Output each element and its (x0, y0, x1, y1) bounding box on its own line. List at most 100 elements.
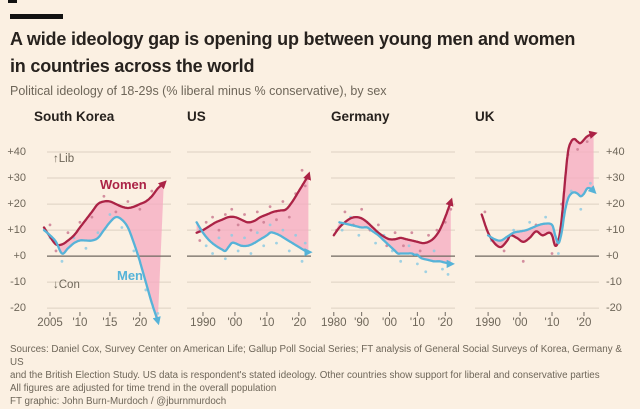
scatter-dot-women (48, 223, 52, 227)
panel-plot-germany (331, 151, 455, 316)
x-tick-label: '20 (437, 317, 453, 329)
scatter-dot-men (120, 226, 124, 229)
y-axis-left: +40 +30 +20 +10 +0 -10 -20 (0, 126, 26, 329)
x-tick-label: 1980 (320, 317, 347, 329)
footer-credit: FT graphic: John Burn-Murdoch / @jburnmu… (10, 395, 227, 407)
scatter-dot-women (585, 140, 589, 144)
scatter-dot-men (528, 220, 532, 224)
scatter-dot-men (588, 181, 592, 185)
scatter-dot-women (402, 244, 405, 248)
scatter-dot-women (262, 220, 266, 224)
gap-fill (333, 201, 451, 264)
con-annotation: ↓Con (53, 279, 80, 291)
line-men (486, 185, 597, 245)
scatter-dot-men (96, 231, 100, 235)
scatter-dot-men (132, 249, 136, 253)
scatter-dot-women (343, 210, 347, 214)
panel-title-us: US (187, 109, 206, 124)
scatter-dot-men (300, 259, 304, 263)
y-tick-label: -20 (10, 302, 26, 315)
line-women (480, 130, 598, 249)
x-tick-label: '10 (409, 317, 425, 329)
scatter-dot-women (66, 231, 70, 235)
headline-rule (10, 14, 63, 19)
scatter-dot-women (435, 228, 439, 232)
scatter-dot-men (446, 272, 450, 276)
top-crop-mark (8, 0, 17, 3)
line-women (332, 197, 454, 245)
scatter-dot-women (303, 184, 307, 188)
footer: Sources: Daniel Cox, Survey Center on Am… (10, 344, 634, 409)
scatter-dot-men (211, 252, 214, 255)
scatter-dot-women (90, 215, 94, 219)
scatter-dot-men (374, 241, 377, 245)
scatter-dot-women (150, 189, 154, 193)
scatter-dot-women (243, 213, 246, 216)
scatter-dot-men (217, 236, 221, 240)
y-tick-label: +40 (7, 146, 26, 159)
x-tick-label: '00 (382, 317, 398, 329)
scatter-dot-men (275, 241, 278, 245)
line-men (338, 221, 455, 269)
y-tick-label: +30 (7, 172, 26, 185)
scatter-dot-women (360, 207, 364, 211)
panel-us: US 1990 '00 '10 '20 (187, 109, 313, 329)
y-tick-label: +30 (606, 172, 625, 185)
scatter-dot-men (144, 288, 148, 292)
scatter-dot-women (78, 220, 82, 224)
y-tick-label: +20 (7, 198, 26, 211)
y-tick-label: +40 (606, 146, 625, 159)
scatter-dot-men (108, 213, 112, 216)
chart-subtitle: Political ideology of 18-29s (% liberal … (10, 84, 387, 98)
men-series-label: Men (117, 268, 143, 283)
scatter-dot-women (281, 200, 285, 203)
chart-title-line1: A wide ideology gap is opening up betwee… (10, 29, 576, 49)
scatter-dot-men (243, 236, 246, 240)
scatter-dot-women (198, 239, 202, 242)
x-tick-label: '10 (72, 317, 88, 329)
line-men (42, 215, 161, 326)
scatter-dot-women (54, 249, 58, 253)
scatter-dot-women (483, 210, 487, 214)
scatter-dot-women (275, 218, 278, 222)
women-series-label: Women (100, 177, 147, 192)
scatter-dot-women (449, 207, 453, 211)
scatter-dot-women (287, 215, 291, 219)
scatter-dot-men (294, 233, 298, 237)
scatter-dot-women (230, 207, 234, 211)
scatter-dot-men (407, 244, 411, 248)
scatter-dot-men (156, 311, 160, 315)
panel-south-korea: South Korea 2005 '10 '15 '20 ↑Lib ↓Con Women Men (34, 109, 171, 329)
x-tick-label: '10 (544, 317, 560, 329)
y-tick-label: +20 (606, 198, 625, 211)
footer-note: All figures are adjusted for time trend … (10, 382, 277, 394)
chart-title-line2: in countries across the world (10, 56, 255, 76)
scatter-dot-men (84, 246, 88, 250)
x-tick-label: '20 (132, 317, 148, 329)
scatter-dot-men (340, 228, 344, 232)
scatter-dot-men (424, 270, 428, 274)
scatter-dot-men (512, 228, 516, 232)
scatter-dot-women (418, 249, 422, 253)
footer-source-line1: Sources: Daniel Cox, Survey Center on Am… (10, 344, 622, 368)
scatter-dot-men (255, 231, 259, 235)
lib-annotation: ↑Lib (53, 153, 75, 165)
scatter-dot-women (502, 249, 506, 253)
panel-plot-uk (475, 130, 599, 316)
y-axis-right: +40 +30 +20 +10 +0 -10 -20 (603, 126, 637, 329)
footer-source-line2: and the British Election Study. US data … (10, 369, 600, 381)
y-tick-label: -10 (606, 276, 622, 289)
scatter-dot-men (579, 207, 583, 211)
gap-fill (44, 183, 164, 322)
panel-title-south-korea: South Korea (34, 109, 115, 124)
x-tick-label: 2005 (37, 317, 63, 329)
scatter-dot-women (427, 233, 430, 237)
scatter-dot-women (300, 168, 304, 172)
scatter-dot-women (268, 205, 272, 209)
scatter-dot-men (432, 249, 436, 253)
scatter-dot-men (249, 252, 253, 255)
scatter-dot-men (399, 259, 403, 263)
scatter-dot-men (204, 244, 208, 248)
scatter-dot-women (223, 213, 227, 216)
